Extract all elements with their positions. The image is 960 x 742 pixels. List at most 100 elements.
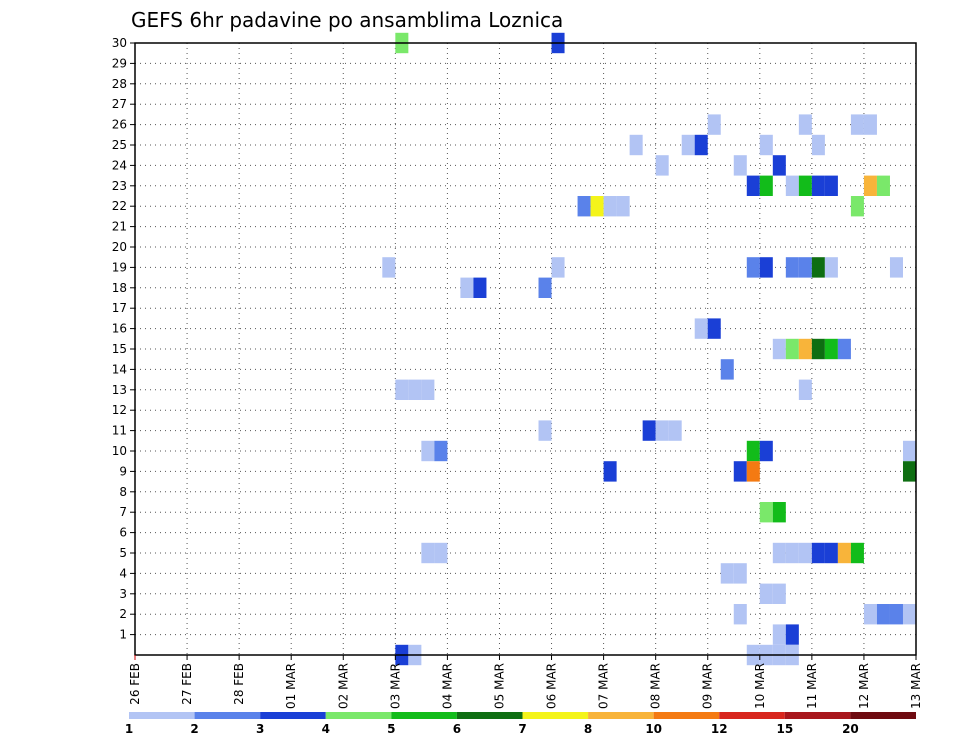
precip-cell [876, 604, 890, 625]
colorbar-label: 20 [842, 722, 859, 736]
precip-cell [902, 440, 916, 462]
precip-cell [863, 604, 877, 625]
precip-cell [681, 134, 695, 156]
precip-cell [798, 175, 812, 196]
precip-cell [902, 604, 916, 625]
precip-cell [824, 257, 838, 278]
precip-cell [642, 420, 656, 441]
precip-cell [889, 257, 903, 278]
precip-cell [759, 134, 773, 156]
x-tick-label: 02 MAR [336, 663, 350, 709]
precip-cell [798, 542, 812, 564]
y-tick-label: 6 [119, 526, 127, 540]
x-tick-label: 09 MAR [701, 663, 715, 709]
y-axis: 1234567891011121314151617181920212223242… [112, 36, 135, 642]
precip-cell [863, 114, 877, 135]
precip-cell [590, 196, 604, 217]
y-tick-label: 30 [112, 36, 127, 50]
x-tick-label: 10 MAR [753, 663, 767, 709]
y-tick-label: 22 [112, 199, 127, 213]
precip-cell [785, 338, 799, 360]
colorbar-swatch [784, 712, 851, 719]
precip-cell [733, 563, 747, 584]
x-tick-label: 13 MAR [909, 663, 923, 709]
precip-cell [798, 257, 812, 278]
precip-cell [824, 542, 838, 564]
colorbar-label: 15 [776, 722, 793, 736]
precip-cell [421, 542, 435, 564]
x-tick-label: 11 MAR [805, 663, 819, 709]
precip-cell [460, 277, 474, 298]
colorbar-label: 2 [190, 722, 198, 736]
colorbar-swatch [522, 712, 589, 719]
precip-cell [382, 257, 396, 278]
y-tick-label: 9 [119, 464, 127, 478]
y-tick-label: 29 [112, 56, 127, 70]
precip-cell [759, 257, 773, 278]
precipitation-cells [382, 32, 916, 666]
precip-cell [772, 624, 786, 645]
y-tick-label: 10 [112, 444, 127, 458]
colorbar-swatch [391, 712, 457, 719]
precip-cell [603, 196, 617, 217]
y-tick-label: 19 [112, 260, 127, 274]
precip-cell [785, 624, 799, 645]
precip-cell [785, 175, 799, 196]
precip-cell [785, 542, 799, 564]
colorbar-label: 10 [645, 722, 662, 736]
precip-cell [720, 359, 734, 380]
x-tick-label: 26 FEB [128, 663, 142, 705]
precip-cell [772, 155, 786, 176]
y-tick-label: 7 [119, 505, 127, 519]
precip-cell [759, 175, 773, 196]
y-tick-label: 5 [119, 546, 127, 560]
x-tick-label: 05 MAR [492, 663, 506, 709]
colorbar-swatch [850, 712, 916, 719]
precip-cell [902, 461, 916, 482]
precip-cell [720, 563, 734, 584]
colorbar-swatch [260, 712, 326, 719]
precip-cell [434, 440, 448, 462]
colorbar-swatch [588, 712, 654, 719]
precip-cell [668, 420, 682, 441]
precip-cell [798, 114, 812, 135]
colorbar-label: 12 [711, 722, 728, 736]
precip-cell [694, 318, 708, 339]
precip-cell [811, 542, 825, 564]
y-tick-label: 2 [119, 607, 127, 621]
y-tick-label: 26 [112, 118, 127, 132]
colorbar-label: 1 [125, 722, 133, 736]
x-tick-label: 08 MAR [649, 663, 663, 709]
colorbar-swatch [653, 712, 720, 719]
y-tick-label: 20 [112, 240, 127, 254]
precip-cell [551, 257, 565, 278]
precip-cell [889, 604, 903, 625]
colorbar-label: 5 [387, 722, 395, 736]
y-tick-label: 23 [112, 179, 127, 193]
precip-cell [824, 175, 838, 196]
x-tick-label: 12 MAR [857, 663, 871, 709]
x-tick-label: 27 FEB [180, 663, 194, 705]
colorbar-swatch [194, 712, 261, 719]
x-tick-label: 28 FEB [232, 663, 246, 705]
precip-cell [785, 257, 799, 278]
y-tick-label: 27 [112, 97, 127, 111]
precip-cell [798, 338, 812, 360]
y-tick-label: 18 [112, 281, 127, 295]
precip-cell [616, 196, 630, 217]
precip-cell [863, 175, 877, 196]
colorbar-swatch [325, 712, 392, 719]
precip-cell [629, 134, 643, 156]
colorbar-legend: 1 2 3 4 5 6 7 8 10 12 15 20 [125, 712, 916, 736]
precip-cell [733, 604, 747, 625]
precip-cell [824, 338, 838, 360]
y-tick-label: 17 [112, 301, 127, 315]
y-tick-label: 24 [112, 158, 127, 172]
precip-cell [837, 542, 851, 564]
y-tick-label: 21 [112, 220, 127, 234]
precip-cell [811, 175, 825, 196]
precip-cell [811, 338, 825, 360]
precip-cell [850, 114, 864, 135]
y-tick-label: 28 [112, 77, 127, 91]
precip-cell [772, 502, 786, 523]
